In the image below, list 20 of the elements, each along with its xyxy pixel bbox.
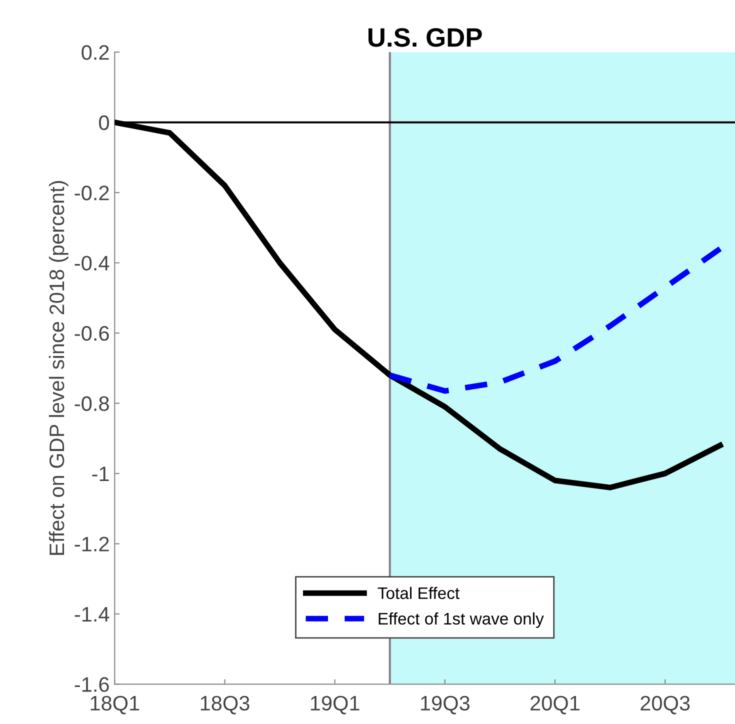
y-tick-label: 0: [99, 115, 109, 130]
y-tick-label: -1.2: [74, 536, 109, 552]
y-tick-label: -0.8: [74, 396, 109, 412]
legend-label: Total Effect: [378, 586, 460, 600]
y-tick-label: -1: [92, 466, 109, 482]
x-tick-label: 18Q1: [90, 696, 140, 714]
x-tick-label: 20Q3: [640, 696, 690, 714]
y-tick-label: -0.2: [74, 186, 109, 200]
legend-label: Effect of 1st wave only: [378, 612, 544, 628]
y-tick-label: -0.6: [74, 326, 109, 341]
x-tick-label: 20Q1: [530, 696, 580, 714]
x-tick-label: 19Q1: [310, 696, 360, 714]
x-tick-label: 19Q3: [421, 696, 470, 714]
y-tick-label: -1.6: [74, 677, 109, 692]
y-axis-title: Effect on GDP level since 2018 (percent): [48, 181, 68, 555]
y-tick-label: -0.4: [74, 256, 110, 271]
y-tick-label: -1.4: [74, 607, 110, 622]
chart-title: U.S. GDP: [368, 28, 482, 47]
y-tick-label: 0.2: [82, 45, 109, 60]
x-tick-label: 18Q3: [200, 696, 250, 714]
